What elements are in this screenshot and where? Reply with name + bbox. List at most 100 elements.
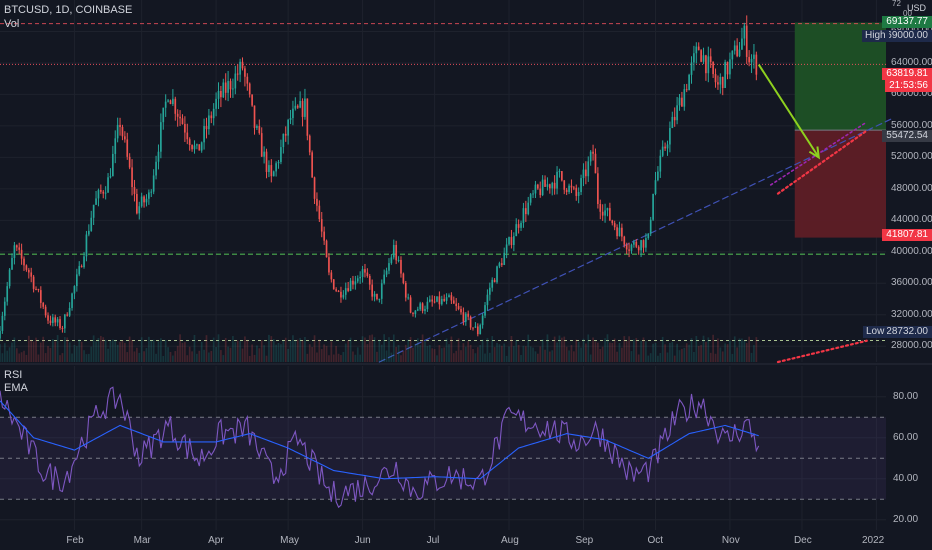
volume-bar [136,347,138,362]
candle-body [140,196,143,207]
candle-body [594,153,597,174]
candle-body [551,182,554,189]
volume-bar [32,341,35,362]
time-tick-label: Apr [208,535,224,546]
volume-bar [654,342,657,362]
volume-bar [438,345,441,362]
volume-bar [138,352,141,362]
candle-body [570,185,573,188]
volume-bar [551,350,554,362]
candle-body [587,161,590,177]
volume-bar [455,350,458,362]
volume-bar [220,350,222,362]
volume-bar [184,342,186,362]
volume-bar [152,339,155,362]
candle-body [203,126,205,143]
volume-label[interactable]: Vol [4,18,20,30]
projection-arrow[interactable] [757,63,821,160]
candle-body [234,73,237,89]
candle-body [714,74,717,83]
candle-body [580,178,582,193]
rsi-tick-label: 60.00 [893,431,919,443]
candle-body [342,294,345,298]
candle-body [124,136,126,140]
price-tick-label: 48000.00 [891,182,932,194]
volume-bar [402,350,405,362]
candle-body [690,62,693,75]
candle-body [750,58,753,63]
volume-bar [222,355,225,362]
volume-bar [407,339,410,362]
candle-body [119,124,121,128]
volume-bar [366,344,369,362]
volume-bar [395,346,398,362]
volume-bar [503,343,506,362]
candle-body [436,296,438,302]
candle-body [705,55,707,74]
volume-bar [268,334,270,362]
volume-bar [594,341,597,362]
horizontal-levels[interactable] [0,23,886,342]
candle-body [376,293,378,300]
volume-bar [241,348,244,362]
rsi-tick-label: 20.00 [893,513,919,525]
volume-bar [589,354,592,362]
price-tick-label: 32000.00 [891,308,932,320]
volume-bar [304,336,306,362]
volume-bar [570,345,573,362]
volume-bar [702,335,705,362]
rsi-label[interactable]: RSI [4,369,23,381]
volume-bar [104,339,107,362]
volume-bar [181,342,184,362]
candle-body [37,289,40,291]
symbol-title[interactable]: BTCUSD, 1D, COINBASE [4,4,133,16]
candle-body [217,90,220,99]
volume-bar [683,347,686,362]
candle-body [553,182,556,189]
volume-bar [212,337,215,362]
volume-bar [61,353,64,362]
volume-bar [148,336,150,362]
volume-bar [112,339,114,362]
entry-price-tag: 55472.54 [882,130,932,142]
candle-body [688,74,690,91]
volume-bar [44,353,47,362]
volume-bar [109,340,112,362]
volume-bar [522,345,525,362]
volume-bar [373,337,376,362]
candle-body [361,269,364,277]
long-position-zones[interactable] [794,22,886,238]
volume-bar [450,336,453,362]
volume-bar [688,344,690,362]
volume-bar [3,343,6,362]
volume-bar [306,353,309,362]
candle-body [3,301,6,316]
candle-body [736,45,738,57]
currency-label[interactable]: USD [906,3,926,13]
volume-bar [176,345,179,362]
candle-body [637,246,640,251]
candle-body [642,240,645,248]
volume-bar [474,353,477,362]
candle-body [162,107,165,123]
volume-bar [200,341,203,362]
candle-body [126,139,129,157]
volume-bar [534,351,537,362]
candle-body [654,180,657,194]
candle-body [280,147,282,162]
volume-bar [546,334,549,362]
candle-body [59,319,61,328]
volume-bar [714,353,717,362]
volume-bar [126,352,129,362]
time-tick-label: Nov [721,535,740,546]
candle-body [330,272,333,280]
candle-body [265,151,268,172]
candle-body [155,161,157,176]
ema-label[interactable]: EMA [4,382,28,394]
candle-body [383,274,386,284]
volume-bar [342,351,345,362]
volume-bar [15,348,18,362]
candle-body [109,176,112,178]
volume-bar [508,346,510,362]
